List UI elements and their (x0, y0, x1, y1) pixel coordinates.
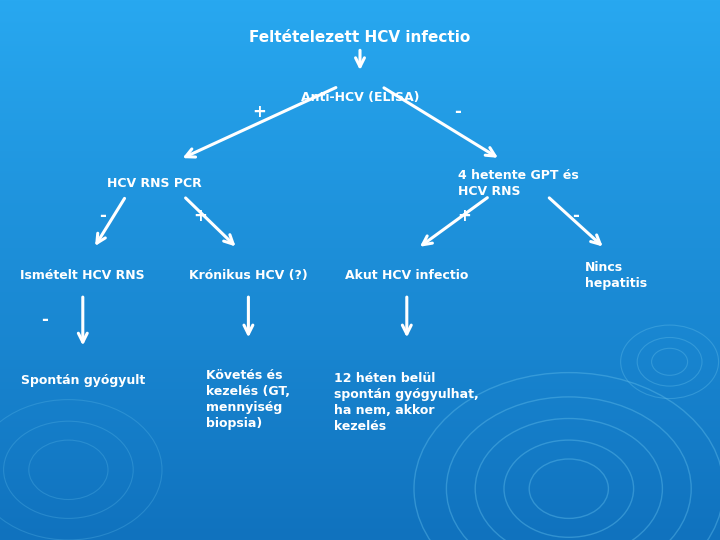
Text: HCV RNS PCR: HCV RNS PCR (107, 177, 202, 190)
Text: +: + (252, 103, 266, 121)
Text: -: - (454, 103, 461, 121)
Text: -: - (99, 207, 107, 225)
Text: Krónikus HCV (?): Krónikus HCV (?) (189, 269, 307, 282)
Text: +: + (193, 207, 207, 225)
Text: Ismételt HCV RNS: Ismételt HCV RNS (20, 269, 145, 282)
Text: Követés és
kezelés (GT,
mennyiség
biopsia): Követés és kezelés (GT, mennyiség biopsi… (207, 369, 290, 430)
Text: Nincs
hepatitis: Nincs hepatitis (585, 261, 647, 290)
Text: Spontán gyógyult: Spontán gyógyult (21, 374, 145, 387)
Text: 4 hetente GPT és
HCV RNS: 4 hetente GPT és HCV RNS (458, 169, 579, 198)
Text: Akut HCV infectio: Akut HCV infectio (345, 269, 469, 282)
Text: Anti-HCV (ELISA): Anti-HCV (ELISA) (301, 91, 419, 104)
Text: -: - (572, 207, 580, 225)
Text: -: - (41, 310, 48, 329)
Text: +: + (457, 207, 472, 225)
Text: Feltételezett HCV infectio: Feltételezett HCV infectio (249, 30, 471, 45)
Text: 12 héten belül
spontán gyógyulhat,
ha nem, akkor
kezelés: 12 héten belül spontán gyógyulhat, ha ne… (334, 372, 480, 433)
